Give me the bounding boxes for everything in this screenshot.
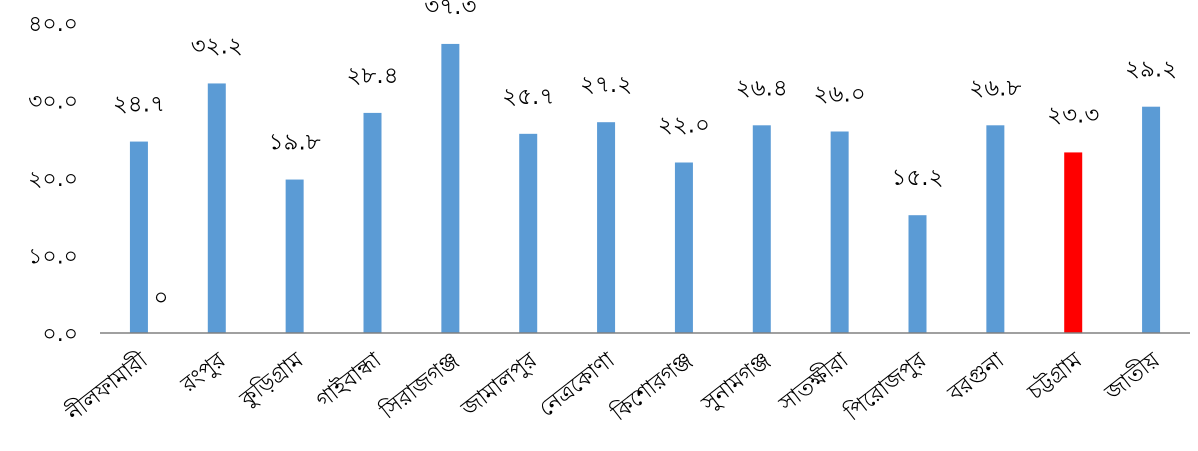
- data-label: ২৩.৩: [1047, 102, 1099, 128]
- category-label: জামালপুর: [456, 347, 542, 422]
- y-tick-label: ২০.০: [28, 167, 78, 192]
- category-label: পিরোজপুর: [839, 347, 932, 428]
- category-label: চট্টগ্রাম: [1022, 346, 1088, 406]
- data-label: ২৫.৭: [502, 84, 554, 110]
- data-label: ২৪.৭: [113, 92, 165, 118]
- stray-zero-label: ০: [153, 285, 168, 311]
- data-label: ৩২.২: [191, 33, 243, 59]
- y-tick-label: ৩০.০: [28, 90, 78, 115]
- category-label: নীলফামারী: [60, 346, 153, 427]
- data-label: ২৬.৮: [969, 75, 1021, 101]
- data-label: ২৬.৪: [736, 75, 788, 101]
- data-label: ১৫.২: [891, 165, 943, 191]
- category-label: বরগুনা: [943, 348, 1010, 408]
- category-label: জাতীয়: [1099, 346, 1166, 407]
- bar: [207, 83, 226, 333]
- y-axis-ticks: ০.০ ১০.০ ২০.০ ৩০.০ ৪০.০: [28, 12, 78, 347]
- data-label: ২৮.৪: [346, 63, 398, 89]
- data-labels: ২৪.৭ ৩২.২ ১৯.৮ ২৮.৪ ৩৭.৩ ২৫.৭ ২৭.২ ২২.০ ২৬.৪ ২৬.০…: [113, 0, 1177, 191]
- data-label: ২৯.২: [1125, 57, 1177, 83]
- category-label: কিশোরগঞ্জ: [606, 347, 698, 427]
- bar: [363, 112, 382, 334]
- bar: [285, 179, 304, 333]
- category-label: সুনামগঞ্জ: [697, 348, 776, 417]
- y-tick-label: ৪০.০: [28, 12, 78, 37]
- bar: [908, 215, 927, 333]
- bar: [441, 43, 460, 334]
- data-label: ৩৭.৩: [424, 0, 476, 20]
- category-label: গাইবান্ধা: [311, 347, 386, 414]
- bar: [1142, 106, 1161, 333]
- category-label: কুড়িগ্রাম: [234, 347, 309, 413]
- bar: [674, 162, 693, 333]
- bar: [129, 141, 148, 333]
- category-label: সিরাজগঞ্জ: [375, 347, 464, 425]
- bar: [830, 131, 849, 333]
- bars: [129, 43, 1161, 334]
- bar: [519, 133, 538, 333]
- bar: [752, 125, 771, 333]
- category-labels: নীলফামারী রংপুর কুড়িগ্রাম গাইবান্ধাসিরাজগঞ…: [60, 346, 1165, 427]
- y-tick-label: ০.০: [42, 322, 78, 347]
- category-label: রংপুর: [176, 347, 231, 398]
- data-label: ২৭.২: [580, 72, 632, 98]
- data-label: ১৯.৮: [269, 130, 321, 156]
- bar: [597, 122, 616, 333]
- bar: [986, 125, 1005, 333]
- data-label: ২২.০: [658, 113, 710, 139]
- bar: [1064, 152, 1083, 333]
- category-label: নেত্রকোণা: [535, 348, 621, 423]
- data-label: ২৬.০: [814, 82, 866, 108]
- y-tick-label: ১০.০: [28, 245, 78, 270]
